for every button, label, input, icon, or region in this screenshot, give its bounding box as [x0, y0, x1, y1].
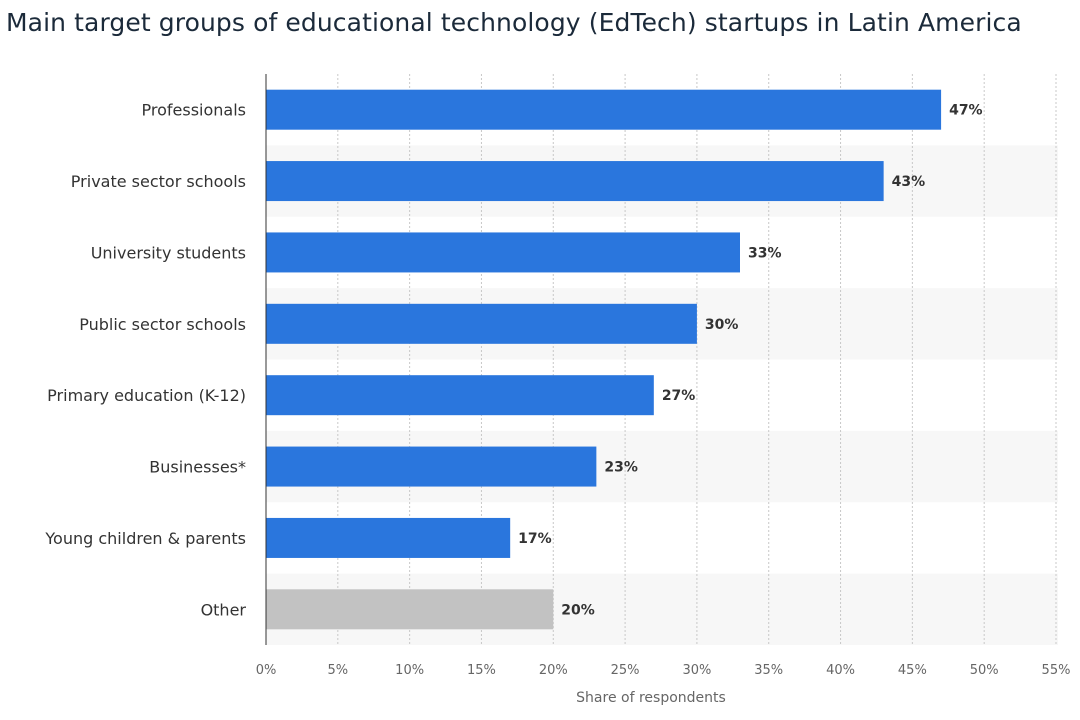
value-label: 27%: [662, 388, 696, 404]
x-tick-label: 35%: [754, 663, 783, 678]
bar[interactable]: [266, 589, 554, 630]
category-label: Young children & parents: [44, 529, 246, 548]
bar[interactable]: [266, 161, 884, 202]
category-label: Professionals: [142, 101, 247, 120]
x-tick-label: 45%: [898, 663, 927, 678]
bar[interactable]: [266, 232, 740, 273]
category-label: Primary education (K-12): [47, 386, 246, 405]
x-tick-label: 25%: [611, 663, 640, 678]
x-axis-title: Share of respondents: [576, 690, 726, 706]
value-label: 30%: [705, 317, 739, 333]
value-label: 47%: [949, 103, 983, 119]
chart-title: Main target groups of educational techno…: [6, 8, 1022, 37]
bar[interactable]: [266, 517, 511, 558]
value-label: 23%: [604, 460, 638, 476]
category-label: University students: [91, 243, 246, 262]
x-tick-label: 10%: [395, 663, 424, 678]
category-label: Other: [201, 600, 247, 619]
x-tick-label: 50%: [970, 663, 999, 678]
bar[interactable]: [266, 446, 597, 487]
x-tick-label: 55%: [1042, 663, 1071, 678]
x-tick-label: 0%: [256, 663, 277, 678]
value-label: 33%: [748, 245, 782, 261]
category-label: Private sector schools: [71, 172, 246, 191]
x-tick-label: 30%: [682, 663, 711, 678]
category-label: Businesses*: [149, 458, 246, 477]
x-tick-label: 15%: [467, 663, 496, 678]
bar[interactable]: [266, 89, 942, 130]
value-label: 17%: [518, 531, 552, 547]
x-tick-label: 40%: [826, 663, 855, 678]
bar[interactable]: [266, 375, 654, 416]
x-tick-label: 20%: [539, 663, 568, 678]
category-label: Public sector schools: [79, 315, 246, 334]
bar[interactable]: [266, 303, 697, 344]
x-tick-label: 5%: [328, 663, 349, 678]
value-label: 43%: [892, 174, 926, 190]
value-label: 20%: [561, 602, 595, 618]
